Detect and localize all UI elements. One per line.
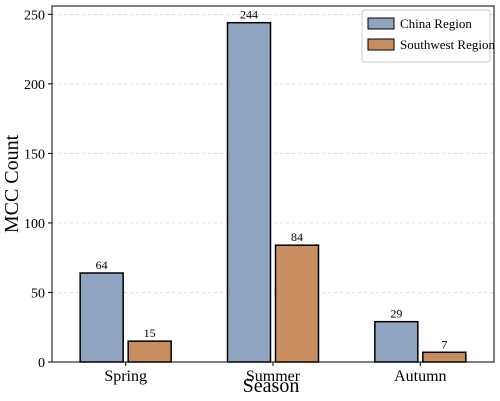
bar — [374, 320, 419, 363]
bar — [226, 21, 272, 363]
y-tick-label: 50 — [31, 286, 45, 301]
bar — [274, 244, 320, 363]
data-label: 84 — [291, 230, 303, 244]
legend-label: China Region — [400, 16, 472, 31]
y-tick-label: 200 — [24, 78, 45, 93]
x-tick-label: Summer — [246, 368, 301, 385]
x-tick-label: Spring — [104, 368, 147, 385]
y-tick-label: 250 — [24, 8, 45, 23]
legend-label: Southwest Region — [400, 37, 495, 52]
data-label: 15 — [144, 326, 156, 340]
y-tick-label: 0 — [38, 356, 45, 371]
bar — [127, 340, 172, 363]
legend-swatch — [367, 17, 395, 30]
legend-swatch — [367, 38, 395, 51]
y-tick-label: 150 — [24, 147, 45, 162]
data-label: 244 — [240, 8, 258, 22]
x-axis-label: Season — [243, 375, 300, 397]
bar — [422, 351, 467, 363]
bar — [79, 272, 124, 363]
y-tick-label: 100 — [24, 217, 45, 232]
plot-frame — [51, 5, 495, 363]
data-label: 29 — [390, 307, 402, 321]
y-axis-label: MCC Count — [1, 134, 23, 233]
data-label: 64 — [96, 258, 108, 272]
x-tick-label: Autumn — [394, 368, 446, 385]
data-label: 7 — [441, 337, 447, 351]
